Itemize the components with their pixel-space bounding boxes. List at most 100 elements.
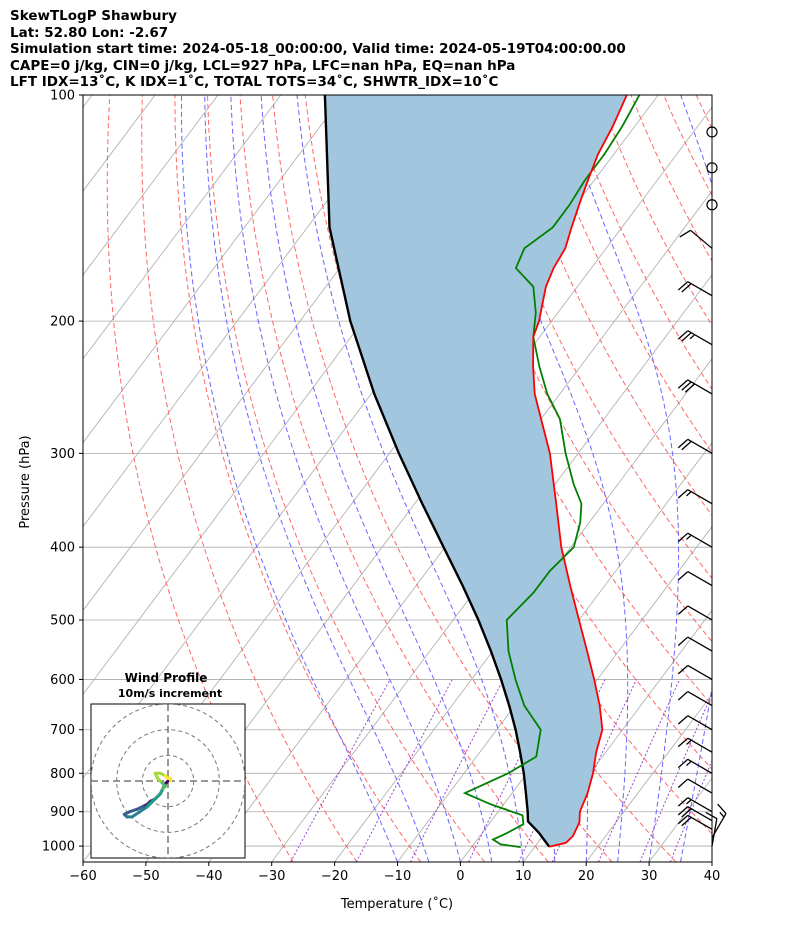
wind-barbs [677, 126, 727, 847]
dry-adiabat [761, 95, 794, 862]
hodograph-inset: Wind Profile 10m/s increment [90, 671, 246, 859]
mixing-ratio-line [290, 679, 391, 862]
moist-adiabat [296, 95, 524, 862]
barb-flag [677, 806, 689, 816]
barb-staff [687, 636, 713, 652]
moist-adiabat [557, 95, 680, 862]
parcel-profile-line [323, 95, 551, 848]
moist-adiabat [230, 95, 461, 862]
cape-area [324, 95, 627, 847]
isotherm [83, 95, 282, 360]
stability-indices-line: LFT IDX=13˚C, K IDX=1˚C, TOTAL TOTS=34˚C… [10, 74, 499, 90]
barb-flag [677, 814, 689, 825]
y-tick-label: 500 [50, 613, 75, 628]
barb-staff [687, 664, 713, 681]
x-tick-label: 10 [515, 869, 532, 884]
barb-flag [681, 381, 692, 391]
isotherm [775, 95, 794, 862]
barb-half-flag [686, 739, 692, 745]
barb-staff [687, 737, 713, 753]
barb-flag [679, 229, 691, 238]
dry-adiabat [597, 95, 712, 327]
barb-flag [677, 715, 689, 725]
barb-flag [681, 440, 692, 451]
barb-flag [677, 636, 689, 646]
y-tick-label: 700 [50, 723, 75, 738]
x-tick-label: 30 [641, 869, 658, 884]
barb-staff [687, 532, 713, 548]
barb-staff [687, 778, 713, 794]
isotherm [83, 95, 219, 276]
moist-adiabat [711, 859, 712, 862]
moist-adiabat [260, 95, 493, 862]
barb-flag [677, 571, 689, 581]
barb-half-flag [689, 334, 696, 340]
wind-barb [679, 229, 713, 249]
x-tick-label: 0 [456, 869, 464, 884]
barb-staff [687, 814, 713, 830]
barb-flag [677, 778, 689, 788]
barb-staff [687, 758, 713, 774]
wind-barb [677, 806, 713, 822]
barb-flag [677, 438, 689, 449]
barb-staff [711, 813, 727, 839]
x-tick-label: −40 [195, 869, 222, 884]
barb-flag [677, 664, 689, 675]
dry-adiabat [141, 95, 358, 862]
dry-adiabat [500, 95, 712, 517]
dry-adiabat [207, 95, 485, 862]
chart-title: SkewTLogP Shawbury [10, 8, 177, 24]
calm-wind-circle [706, 162, 718, 174]
wind-barb [677, 636, 713, 652]
wind-barb [677, 571, 713, 587]
barb-flag [677, 605, 689, 615]
barb-flag [681, 332, 692, 342]
barb-flag [681, 816, 692, 827]
barb-staff [687, 605, 713, 621]
dry-adiabat [106, 95, 294, 862]
barb-staff [687, 379, 713, 395]
chart-header: SkewTLogP Shawbury Lat: 52.80 Lon: -2.67… [10, 8, 780, 91]
moist-adiabat [181, 95, 398, 862]
mixing-ratio-line [355, 679, 453, 862]
calm-wind-circle [706, 126, 718, 138]
wind-barb [677, 715, 713, 731]
x-tick-label: 20 [578, 869, 595, 884]
barb-staff [687, 438, 713, 454]
isotherm [271, 274, 712, 862]
barb-staff [687, 281, 713, 297]
calm-wind-circle [706, 199, 718, 211]
time-line: Simulation start time: 2024-05-18_00:00:… [10, 41, 626, 57]
x-tick-label: 40 [704, 869, 721, 884]
barb-flag [717, 803, 727, 815]
y-tick-label: 200 [50, 315, 75, 330]
barb-staff [687, 797, 713, 813]
y-axis-label: Pressure (hPa) [18, 435, 33, 528]
isotherm [334, 358, 712, 862]
dewpoint-line [462, 95, 641, 848]
mixing-ratio-line [409, 679, 504, 862]
barb-flag [677, 758, 689, 769]
barb-flag [677, 797, 689, 807]
barb-flag [677, 532, 689, 543]
barb-flag [677, 330, 689, 340]
wind-barb [677, 778, 713, 794]
dry-adiabat [272, 95, 613, 862]
barb-staff [687, 330, 713, 346]
wind-barb [677, 691, 713, 707]
wind-barb [711, 803, 727, 839]
moist-adiabat [775, 95, 794, 862]
moist-adiabat [744, 95, 794, 862]
barb-staff [711, 818, 718, 847]
wind-barb [677, 438, 713, 454]
isotherm [83, 95, 93, 108]
mixing-ratio-line [639, 692, 712, 862]
x-tick-label: −20 [321, 869, 348, 884]
wind-barb [677, 532, 713, 548]
mixing-ratio-line [597, 679, 681, 862]
mixing-ratio-line [669, 759, 712, 862]
wind-barb [677, 664, 713, 681]
wind-barb [677, 605, 713, 621]
wind-barb [677, 281, 713, 297]
